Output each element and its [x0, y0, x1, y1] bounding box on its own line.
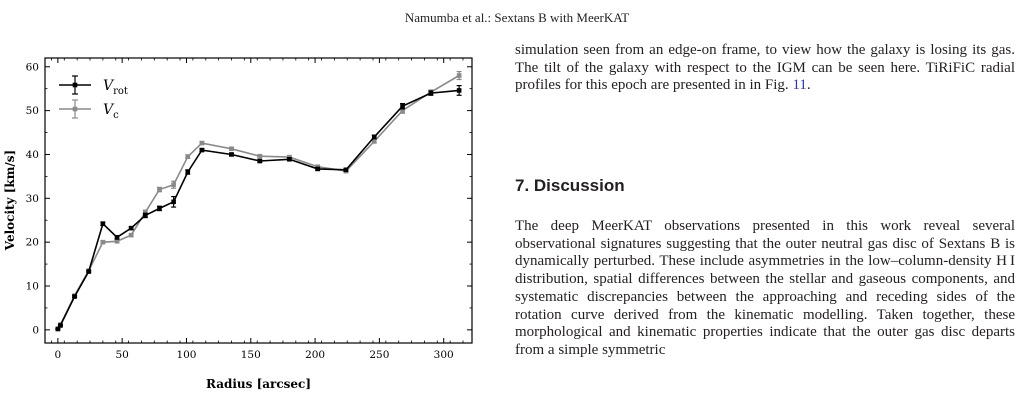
x-tick-label: 200 [305, 349, 325, 361]
data-point [55, 326, 61, 332]
data-point [371, 134, 377, 140]
x-tick-label: 100 [176, 349, 196, 361]
data-point [400, 108, 405, 113]
data-point [58, 323, 63, 328]
y-tick-label: 60 [26, 61, 39, 73]
data-point [229, 146, 234, 152]
data-point [428, 90, 434, 96]
data-point [343, 167, 349, 173]
y-axis-label: Velocity [km/s] [3, 150, 17, 251]
x-tick-label: 300 [434, 349, 454, 361]
data-point [114, 238, 120, 244]
data-point [128, 232, 134, 238]
series-v-rot [55, 85, 462, 332]
data-point [456, 88, 462, 93]
y-tick-label: 10 [26, 281, 39, 293]
data-point [157, 206, 162, 211]
x-tick-label: 150 [241, 349, 261, 361]
data-point [400, 103, 405, 109]
rotation-curve-figure: 0 50 100 150 200 250 300 0 10 20 30 40 50 60 Vrot Vc R… [3, 57, 473, 391]
data-point [185, 169, 191, 175]
figure-reference-link[interactable]: 11 [792, 77, 807, 94]
legend-marker [72, 82, 78, 88]
data-point [86, 269, 92, 274]
data-point [128, 225, 134, 231]
data-point [171, 182, 176, 188]
data-point [185, 154, 191, 159]
legend: Vrot Vc [59, 75, 128, 121]
series-line [57, 89, 460, 330]
paragraph-1-end: . [806, 77, 811, 94]
data-point [100, 239, 106, 245]
data-point [114, 235, 120, 240]
data-point [257, 153, 263, 159]
data-point [229, 152, 234, 157]
y-tick-label: 30 [26, 193, 39, 205]
plot-frame [44, 57, 473, 344]
legend-label: Vrot [103, 78, 128, 97]
y-tick-label: 40 [26, 149, 39, 161]
paragraph-1: simulation seen from an edge-on frame, t… [515, 42, 1015, 95]
data-point [287, 156, 292, 162]
data-point [143, 213, 148, 218]
data-point [157, 187, 162, 192]
text-column-bottom: The deep MeerKAT observations presented … [515, 218, 1015, 360]
x-tick-label: 0 [55, 349, 62, 361]
paragraph-1-text: simulation seen from an edge-on frame, t… [515, 42, 1015, 94]
running-header: Namumba et al.: Sextans B with MeerKAT [404, 10, 630, 25]
data-point [100, 221, 106, 227]
text-column-top: simulation seen from an edge-on frame, t… [515, 42, 1015, 95]
data-point [143, 210, 148, 215]
data-point [72, 294, 77, 299]
section-heading: 7. Discussion [515, 176, 625, 195]
data-point [257, 158, 263, 164]
data-point [371, 139, 377, 144]
paragraph-2: The deep MeerKAT observations presented … [515, 218, 1015, 358]
legend-marker [72, 106, 78, 112]
data-point [199, 147, 205, 153]
x-axis-label: Radius [arcsec] [206, 377, 311, 391]
x-tick-label: 250 [369, 349, 389, 361]
data-point [171, 199, 176, 205]
data-point [315, 166, 320, 172]
y-tick-label: 20 [26, 237, 39, 249]
data-point [199, 140, 205, 146]
y-tick-label: 50 [26, 105, 39, 117]
data-point [456, 73, 462, 78]
legend-label: Vc [103, 102, 119, 121]
y-tick-label: 0 [32, 324, 39, 336]
x-tick-label: 50 [115, 349, 128, 361]
